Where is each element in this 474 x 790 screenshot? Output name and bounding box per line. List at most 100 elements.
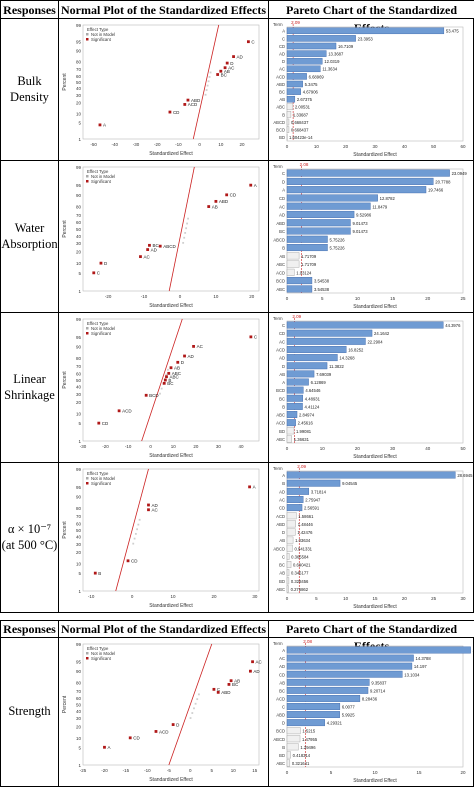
x-axis-label: Standardized Effect (149, 151, 193, 157)
not-in-model-point (210, 72, 212, 74)
term-label: ABC (276, 105, 285, 110)
legend-marker (86, 652, 89, 655)
x-tick-label: 10 (218, 142, 224, 147)
critical-value: 2.09 (292, 314, 301, 319)
bar-value-label: 44.3976 (445, 323, 461, 328)
response-label: Strength (0, 637, 59, 787)
legend-marker (86, 175, 89, 178)
y-tick-label: 70 (76, 514, 82, 519)
effect-point (148, 244, 151, 247)
y-tick-label: 60 (76, 696, 82, 701)
not-in-model-point (190, 717, 192, 719)
bar-value-label: 9.35837 (371, 680, 387, 685)
bar-value-label: 23.0949 (452, 171, 468, 176)
pareto-bar (287, 529, 295, 536)
pareto-bar (287, 73, 307, 79)
x-tick-label: 30 (460, 596, 466, 601)
reference-line (116, 469, 149, 591)
bar-value-label: 6.0077 (342, 705, 355, 710)
bar-value-label: 7.69039 (316, 372, 332, 377)
x-tick-label: 0 (189, 768, 192, 773)
pareto-bar (287, 252, 299, 259)
bar-value-label: 1.58661 (298, 514, 314, 519)
bar-value-label: 1.47955 (302, 737, 318, 742)
y-tick-label: 99 (76, 23, 82, 28)
bar-value-label: 5.75226 (329, 237, 345, 242)
term-label: ABCD (273, 120, 285, 125)
y-tick-label: 5 (78, 571, 81, 576)
response-text: Density (10, 90, 49, 106)
response-text: α × 10⁻⁷ (8, 522, 51, 538)
pareto-bar (287, 752, 291, 758)
legend-entry: Significant (91, 179, 112, 184)
term-label: ABD (276, 713, 285, 718)
x-tick-label: 40 (402, 144, 408, 149)
effect-point (100, 262, 103, 265)
pareto-bar (287, 43, 336, 49)
effect-point (249, 335, 252, 338)
term-label: C (282, 554, 285, 559)
legend-marker (86, 332, 89, 335)
pareto-bar (287, 578, 289, 585)
x-tick-label: 10 (213, 294, 219, 299)
x-tick-label: 20 (355, 446, 361, 451)
y-tick-label: 5 (78, 421, 81, 426)
y-tick-label: 70 (76, 364, 82, 369)
x-axis-label: Standardized Effect (353, 152, 397, 158)
term-label: BC (279, 688, 285, 693)
effect-point (228, 683, 231, 686)
term-label: BD (279, 579, 285, 584)
y-tick-label: 80 (76, 356, 82, 361)
pareto-bar (287, 428, 294, 435)
y-tick-label: 99 (76, 165, 82, 170)
not-in-model-point (161, 388, 163, 390)
x-tick-label: 10 (171, 594, 177, 599)
pareto-chart-header: Pareto Chart of the Standardized Effects (268, 620, 474, 638)
effect-point-label: ABD (219, 199, 229, 204)
term-label: D (282, 59, 285, 64)
x-tick-label: 15 (372, 596, 378, 601)
pareto-bar (287, 195, 378, 202)
x-tick-label: 30 (216, 444, 222, 449)
effect-point (183, 355, 186, 358)
not-in-model-point (207, 85, 209, 87)
bar-value-label: 1.60423e-14 (289, 135, 313, 140)
bar-value-label: 0.345177 (291, 571, 309, 576)
not-in-model-point (137, 524, 139, 526)
term-label: ACD (276, 514, 285, 519)
bar-value-label: 1.48446 (298, 522, 314, 527)
term-label: ABC (276, 761, 285, 766)
x-tick-label: 40 (425, 446, 431, 451)
pareto-bar (287, 58, 322, 64)
y-tick-label: 95 (76, 40, 82, 45)
response-text: (at 500 °C) (2, 538, 58, 554)
y-tick-label: 10 (76, 736, 82, 741)
x-tick-label: -20 (105, 294, 112, 299)
x-tick-label: 20 (240, 142, 246, 147)
term-label: ABD (276, 221, 285, 226)
term-label: CD (279, 672, 285, 677)
x-tick-label: -25 (80, 768, 87, 773)
term-label: CD (279, 331, 285, 336)
effect-point (94, 572, 97, 575)
y-tick-label: 20 (76, 400, 82, 405)
x-tick-label: 20 (343, 144, 349, 149)
response-text: Bulk (17, 74, 41, 90)
y-tick-label: 10 (76, 261, 82, 266)
y-tick-label: 70 (76, 67, 82, 72)
bar-value-label: 0.328456 (291, 579, 309, 584)
legend-marker (86, 180, 89, 183)
effect-point (217, 691, 220, 694)
effect-point (118, 409, 121, 412)
bar-value-label: 5.75226 (329, 246, 345, 251)
not-in-model-point (185, 227, 187, 229)
effect-point-label: B (98, 571, 101, 576)
effect-point (207, 205, 210, 208)
effect-point-label: AD (253, 669, 260, 674)
